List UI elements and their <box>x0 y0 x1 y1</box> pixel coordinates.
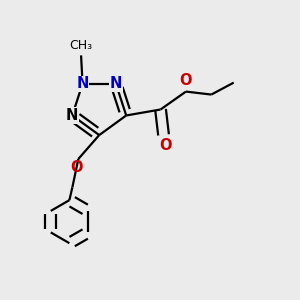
Text: O: O <box>70 160 83 175</box>
Text: N: N <box>110 76 122 91</box>
Text: O: O <box>180 73 192 88</box>
Text: N: N <box>76 76 89 91</box>
Text: O: O <box>159 139 171 154</box>
Text: CH₃: CH₃ <box>70 39 93 52</box>
Text: N: N <box>66 108 78 123</box>
